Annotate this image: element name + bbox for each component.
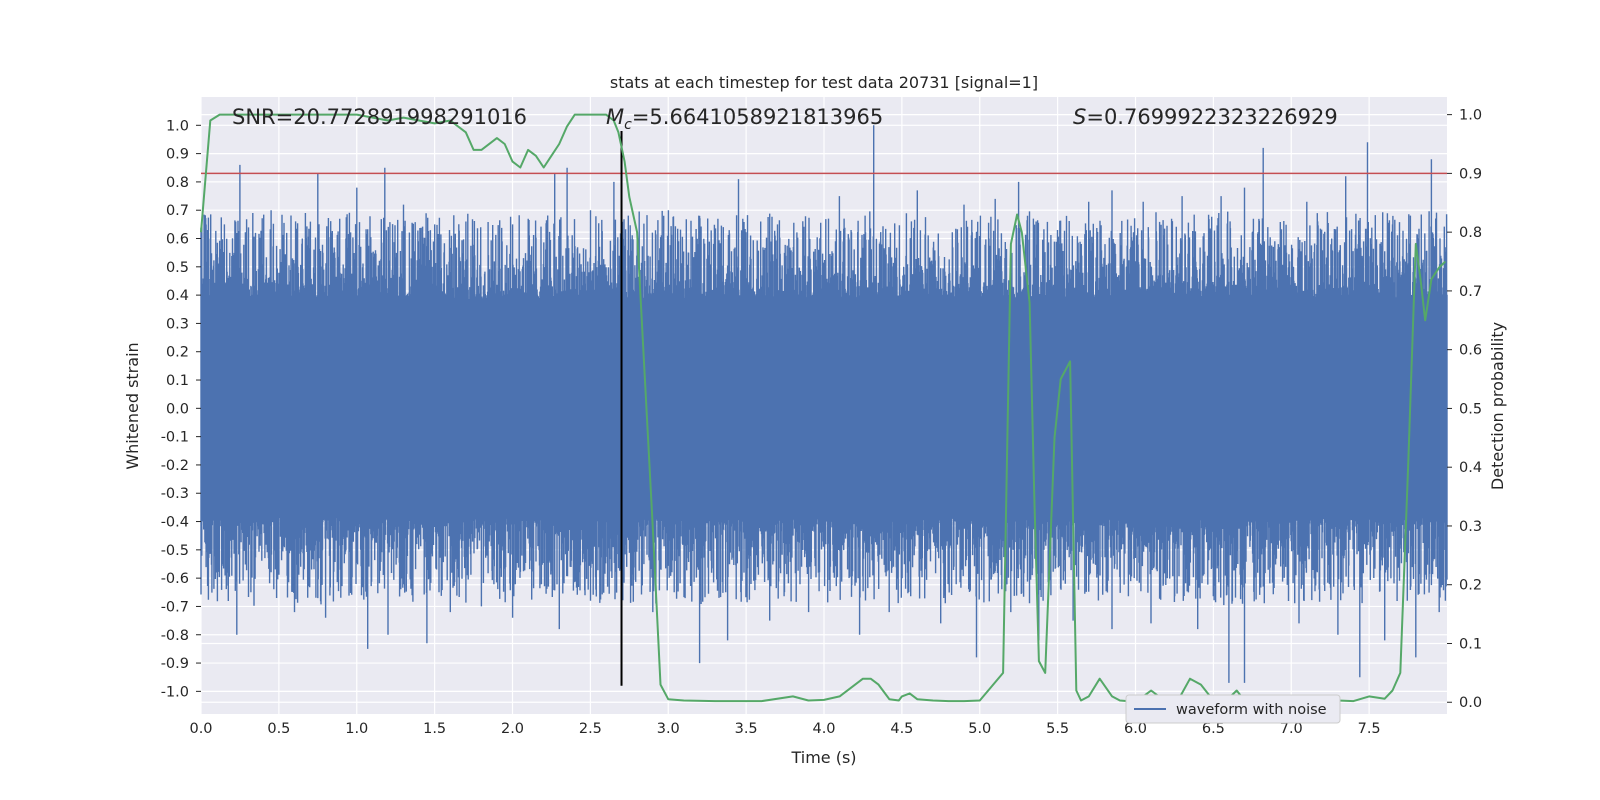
s-symbol: S	[1073, 105, 1086, 129]
y-tick-label: -0.2	[161, 458, 189, 474]
y-tick-label: -0.4	[161, 515, 189, 531]
y2-tick-label: 0.2	[1459, 578, 1482, 594]
x-tick-label: 0.5	[267, 721, 290, 737]
y-tick-label: -0.1	[161, 430, 189, 446]
x-tick-label: 2.5	[579, 721, 602, 737]
legend-label-waveform: waveform with noise	[1176, 702, 1327, 718]
y2-tick-label: 0.0	[1459, 695, 1482, 711]
snr-annotation: SNR=20.772891998291016	[232, 105, 527, 129]
y-tick-label: -0.7	[161, 599, 189, 615]
y-tick-label: -0.3	[161, 486, 189, 502]
s-value: =0.7699922323226929	[1086, 105, 1337, 129]
x-tick-label: 7.5	[1358, 721, 1381, 737]
x-tick-label: 3.0	[657, 721, 680, 737]
y2-tick-label: 0.5	[1459, 401, 1482, 417]
y2-tick-label: 1.0	[1459, 108, 1482, 124]
x-tick-label: 1.0	[345, 721, 368, 737]
axis-ticks: 0.0 0.5 1.0 1.5 2.0 2.5 3.0 3.5 4.0 4.5 5.0 5.5 6.0 6…	[161, 108, 1482, 737]
y2-tick-label: 0.6	[1459, 343, 1482, 359]
y-tick-label: 0.3	[166, 316, 189, 332]
x-tick-label: 6.0	[1124, 721, 1147, 737]
x-tick-label: 4.0	[812, 721, 835, 737]
y2-tick-label: 0.8	[1459, 225, 1482, 241]
y-tick-label: 0.5	[166, 260, 189, 276]
y-tick-label: 0.0	[166, 401, 189, 417]
y-tick-label: 0.8	[166, 175, 189, 191]
x-tick-label: 1.5	[423, 721, 446, 737]
s-annotation: S=0.7699922323226929	[1073, 105, 1338, 129]
legend-box	[1125, 694, 1341, 724]
x-tick-label: 5.5	[1046, 721, 1069, 737]
y2-axis-label: Detection probability	[1488, 322, 1507, 490]
y-tick-label: -0.6	[161, 571, 189, 587]
x-tick-label: 5.0	[968, 721, 991, 737]
x-tick-label: 3.5	[735, 721, 758, 737]
y2-tick-label: 0.1	[1459, 636, 1482, 652]
y2-tick-label: 0.9	[1459, 166, 1482, 182]
y-tick-label: -0.5	[161, 543, 189, 559]
mc-value: =5.6641058921813965	[632, 105, 883, 129]
y-tick-label: 0.4	[166, 288, 189, 304]
y-tick-label: -0.9	[161, 656, 189, 672]
y-tick-label: -1.0	[161, 684, 189, 700]
x-tick-label: 6.5	[1202, 721, 1225, 737]
mc-symbol: M	[606, 105, 624, 129]
y-tick-label: 0.2	[166, 345, 189, 361]
y-tick-label: 0.7	[166, 203, 189, 219]
chart-title: stats at each timestep for test data 207…	[610, 73, 1038, 92]
y2-tick-label: 0.7	[1459, 284, 1482, 300]
legend: waveform with noise	[1125, 694, 1341, 724]
y-tick-label: 0.1	[166, 373, 189, 389]
x-tick-label: 4.5	[890, 721, 913, 737]
x-tick-label: 2.0	[501, 721, 524, 737]
x-tick-label: 7.0	[1280, 721, 1303, 737]
y2-tick-label: 0.3	[1459, 519, 1482, 535]
x-axis-label: Time (s)	[790, 748, 856, 767]
y2-tick-label: 0.4	[1459, 460, 1482, 476]
y-tick-label: -0.8	[161, 628, 189, 644]
y-tick-label: 0.9	[166, 147, 189, 163]
y-axis-label: Whitened strain	[123, 342, 142, 469]
y-tick-label: 0.6	[166, 232, 189, 248]
x-tick-label: 0.0	[189, 721, 212, 737]
mc-subscript: c	[624, 117, 632, 133]
chirp-mass-annotation: Mc=5.6641058921813965	[606, 105, 883, 133]
y-tick-label: 1.0	[166, 118, 189, 134]
